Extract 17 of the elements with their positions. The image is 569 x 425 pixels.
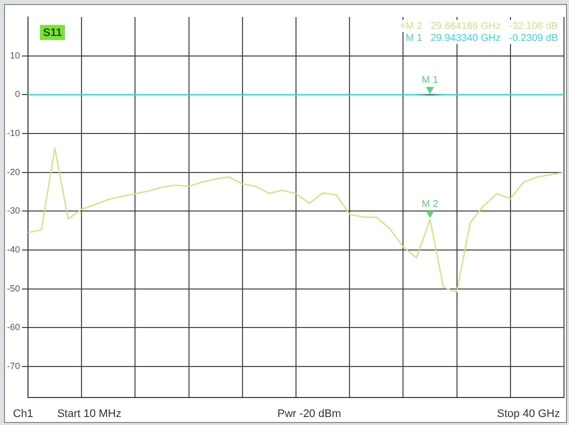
text: Ch1 — [13, 408, 34, 420]
y-tick-label: -10 — [6, 128, 20, 138]
y-tick-label: -40 — [6, 244, 20, 255]
text: Pwr -20 dBm — [277, 408, 341, 420]
annotation: M 2 — [422, 199, 439, 210]
y-tick-label: -70 — [6, 361, 20, 372]
annotation: M 1 — [422, 75, 439, 86]
y-tick-label: -50 — [6, 283, 20, 294]
y-tick-label: -60 — [6, 322, 20, 332]
text: Stop 40 GHz — [497, 408, 560, 420]
y-tick-label: 10 — [10, 50, 20, 60]
text: +M 2 29.664166 GHz -32.106 dB M 1 29.943340 GHz -0.2309 dB — [400, 20, 558, 44]
y-tick-label: 0 — [14, 89, 20, 100]
text: Start 10 MHz — [57, 408, 122, 420]
text: S11 — [43, 27, 62, 40]
y-tick-label: -20 — [6, 166, 20, 177]
y-tick-label: -30 — [6, 206, 20, 216]
